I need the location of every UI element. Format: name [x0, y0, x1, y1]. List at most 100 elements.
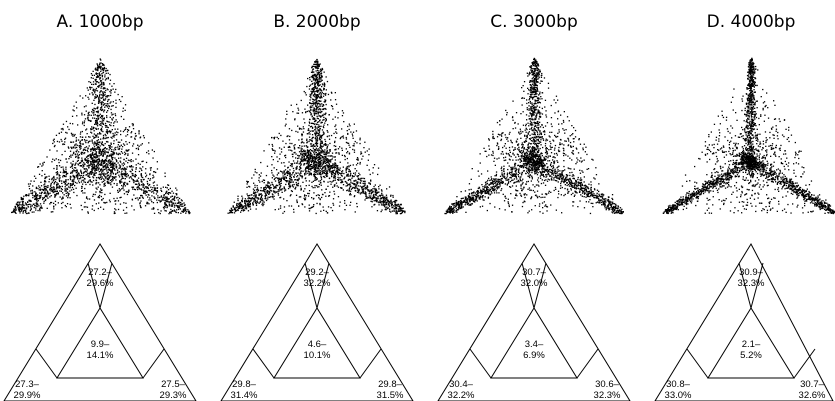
scatter-point [309, 154, 311, 157]
scatter-point [323, 116, 325, 119]
scatter-point [32, 191, 34, 193]
scatter-point [46, 207, 48, 209]
scatter-point [79, 146, 81, 148]
scatter-point [147, 196, 149, 198]
scatter-point [176, 209, 178, 211]
scatter-point [122, 110, 124, 112]
scatter-point [80, 162, 82, 164]
scatter-point [125, 135, 127, 137]
scatter-point [298, 128, 301, 130]
scatter-point [337, 196, 340, 198]
scatter-point [271, 169, 273, 172]
scatter-point [103, 175, 106, 177]
scatter-point [291, 163, 293, 166]
scatter-point [114, 162, 116, 164]
scatter-point [332, 186, 334, 188]
scatter-point [68, 147, 70, 149]
scatter-point [284, 125, 286, 127]
scatter-point [140, 144, 142, 146]
scatter-point [390, 199, 392, 201]
scatter-point [114, 157, 116, 159]
scatter-point [384, 198, 386, 200]
scatter-point [402, 210, 404, 213]
scatter-point [319, 142, 322, 144]
scatter-point [98, 82, 100, 84]
scatter-point [91, 126, 93, 128]
scatter-point [58, 180, 61, 182]
scatter-point [100, 188, 102, 190]
scatter-point [106, 180, 109, 182]
scatter-point [317, 118, 319, 120]
scatter-point [111, 148, 113, 151]
scatter-point [92, 163, 94, 165]
scatter-point [133, 209, 135, 211]
scatter-point [308, 136, 311, 138]
scatter-point [324, 120, 327, 122]
scatter-point [352, 176, 354, 178]
scatter-point [65, 131, 67, 134]
scatter-point [53, 206, 55, 208]
scatter-point [363, 183, 365, 185]
scatter-point [246, 181, 249, 183]
scatter-point [96, 164, 98, 166]
scatter-point [102, 138, 104, 140]
scatter-point [78, 178, 81, 180]
scatter-point [100, 82, 103, 84]
scatter-point [103, 94, 105, 96]
scatter-point [112, 164, 114, 166]
scatter-point [83, 171, 85, 173]
scatter-point [148, 203, 150, 205]
scatter-point [108, 130, 111, 132]
scatter-point [69, 166, 72, 168]
scatter-point [96, 94, 98, 97]
scatter-point [104, 87, 106, 89]
scatter-point [352, 186, 354, 189]
scatter-point [45, 198, 47, 201]
scatter-point [111, 186, 114, 188]
scatter-point [164, 210, 166, 212]
scatter-point [300, 160, 302, 162]
scatter-point [323, 132, 325, 134]
scatter-point [328, 177, 331, 180]
scatter-point [137, 162, 139, 165]
scatter-point [342, 189, 344, 191]
scatter-point [62, 197, 64, 199]
scatter-point [313, 117, 315, 119]
scatter-point [297, 157, 299, 160]
scatter-point [320, 96, 322, 98]
scatter-point [295, 183, 298, 185]
scatter-point [81, 130, 83, 133]
scatter-point [78, 151, 80, 153]
scatter-point [389, 210, 391, 212]
scatter-point [384, 204, 386, 206]
scatter-point [119, 180, 121, 182]
scatter-point [67, 126, 69, 128]
scatter-point [150, 169, 152, 171]
scatter-point [335, 145, 337, 147]
scatter-point [309, 111, 311, 113]
scatter-point [314, 176, 316, 178]
scatter-point [22, 198, 24, 200]
scatter-point [102, 169, 104, 171]
scatter-point [277, 190, 279, 193]
scatter-point [101, 158, 103, 161]
scatter-point [82, 165, 84, 167]
scatter-point [128, 180, 131, 183]
scatter-point [300, 99, 302, 102]
scatter-point [22, 200, 24, 203]
scatter-point [327, 160, 329, 163]
scatter-point [113, 122, 115, 124]
scatter-point [303, 149, 305, 151]
scatter-point [107, 168, 109, 170]
scatter-point [94, 79, 96, 81]
scatter-point [281, 171, 283, 173]
scatter-point [53, 187, 55, 189]
scatter-point [125, 141, 127, 143]
scatter-point [238, 206, 240, 208]
scatter-point [71, 180, 73, 182]
scatter-point [339, 137, 341, 140]
scatter-point [64, 190, 66, 192]
scatter-point [326, 158, 328, 160]
scatter-point [71, 164, 73, 167]
scatter-point [259, 198, 261, 200]
